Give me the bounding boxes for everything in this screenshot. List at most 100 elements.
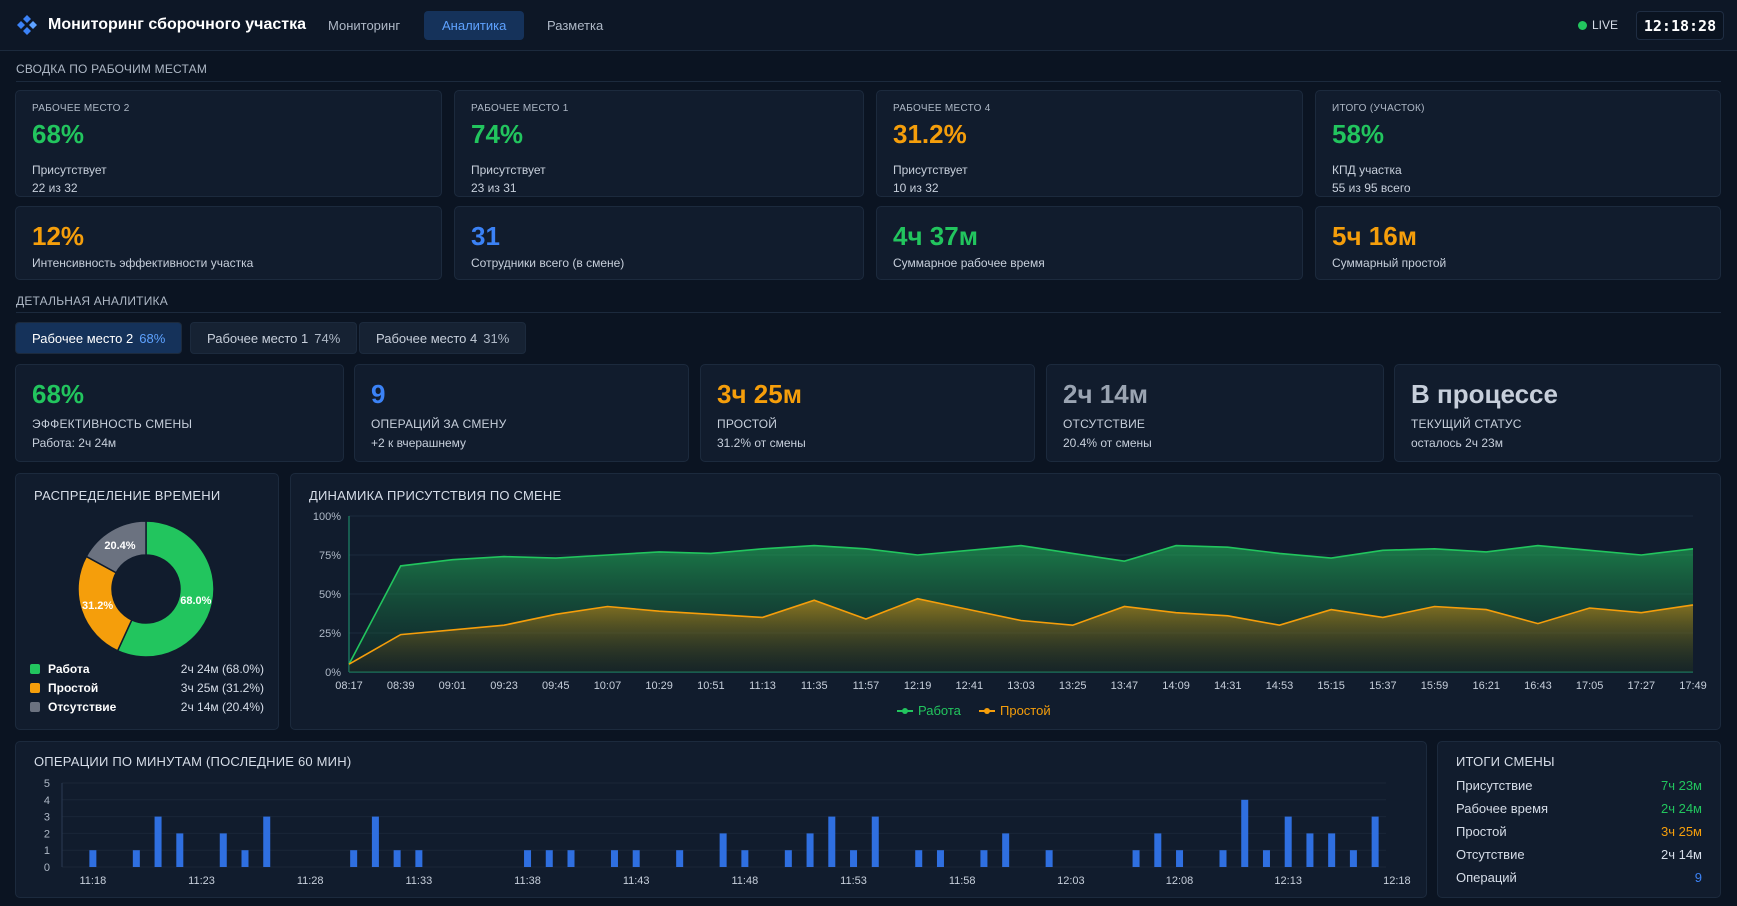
x-tick-label: 16:43 — [1524, 680, 1552, 692]
time-distribution-panel: РАСПРЕДЕЛЕНИЕ ВРЕМЕНИ 68.0% 31.2% 20.4% Ра… — [15, 473, 279, 730]
x-tick-label: 11:38 — [514, 875, 541, 887]
detail-section-title: ДЕТАЛЬНАЯ АНАЛИТИКА — [16, 294, 168, 308]
total-section-card[interactable]: ИТОГО (УЧАСТОК) 58% КПД участка 55 из 95… — [1315, 90, 1721, 197]
bar — [1262, 850, 1270, 867]
donut-hole — [112, 555, 180, 623]
card-line1: Присутствует — [893, 163, 968, 177]
operations-bar-chart: 0 1 2 3 4 5 11:18 11:23 11:28 11:33 11:38 11:43 11:… — [44, 778, 1411, 887]
divider — [16, 312, 1721, 313]
kpi-caption: ОПЕРАЦИЙ ЗА СМЕНУ — [371, 417, 507, 431]
app-logo-icon — [17, 15, 37, 35]
card-line1: Присутствует — [32, 163, 107, 177]
summary-value: 2ч 24м — [1660, 801, 1702, 816]
x-tick-label: 11:35 — [801, 680, 828, 692]
workplace-card-2[interactable]: РАБОЧЕЕ МЕСТО 2 68% Присутствует 22 из 3… — [15, 90, 442, 197]
metric-label: Суммарный простой — [1332, 256, 1447, 270]
summary-value: 7ч 23м — [1660, 778, 1702, 793]
bar — [676, 850, 684, 867]
x-tick-label: 11:28 — [297, 875, 324, 887]
summary-label: Присутствие — [1456, 778, 1533, 793]
x-tick-label: 11:33 — [406, 875, 433, 887]
x-tick-label: 08:39 — [387, 680, 415, 692]
kpi-sub: +2 к вчерашнему — [371, 436, 467, 450]
bar — [1349, 850, 1357, 867]
legend-value: 2ч 24м (68.0%) — [180, 662, 264, 676]
area-legend: Работа Простой — [897, 703, 1051, 718]
bar — [241, 850, 249, 867]
y-tick-label: 1 — [44, 845, 50, 857]
bar — [719, 833, 727, 867]
x-tick-label: 13:03 — [1007, 680, 1035, 692]
kpi-sub: осталось 2ч 23м — [1411, 436, 1503, 450]
tab-workplace-2[interactable]: Рабочее место 2 68% — [15, 322, 183, 354]
operations-per-minute-panel: ОПЕРАЦИИ ПО МИНУТАМ (ПОСЛЕДНИЕ 60 МИН) 0… — [15, 741, 1427, 898]
donut-chart: 68.0% 31.2% 20.4% — [77, 520, 215, 658]
bar — [371, 816, 379, 867]
bar — [567, 850, 575, 867]
bar — [1132, 850, 1140, 867]
x-tick-label: 12:19 — [904, 680, 932, 692]
tab-workplace-4[interactable]: Рабочее место 4 31% — [359, 322, 527, 354]
x-tick-label: 11:48 — [732, 875, 759, 887]
bar — [1241, 799, 1249, 867]
nav-tab-markup[interactable]: Разметка — [547, 18, 604, 33]
legend-swatch — [30, 664, 40, 674]
kpi-sub: Работа: 2ч 24м — [32, 436, 117, 450]
y-tick-label: 5 — [44, 778, 50, 790]
divider — [16, 81, 1721, 82]
kpi-value: 2ч 14м — [1063, 379, 1148, 409]
kpi-efficiency: 68% ЭФФЕКТИВНОСТЬ СМЕНЫ Работа: 2ч 24м — [15, 364, 344, 462]
kpi-value: В процессе — [1411, 379, 1558, 409]
card-caption: РАБОЧЕЕ МЕСТО 4 — [893, 103, 991, 114]
x-tick-label: 17:27 — [1628, 680, 1656, 692]
bar — [980, 850, 988, 867]
bar — [1328, 833, 1336, 867]
kpi-value: 68% — [32, 379, 85, 409]
metric-card-employees: 31 Сотрудники всего (в смене) — [454, 206, 864, 280]
tab-pct: 31% — [483, 331, 510, 346]
series-line-1 — [348, 597, 1694, 665]
x-tick-label: 11:43 — [623, 875, 650, 887]
donut-slice-label: 31.2% — [82, 600, 113, 612]
legend-label: Работа — [48, 662, 90, 676]
bar — [828, 816, 836, 867]
metric-value: 5ч 16м — [1332, 221, 1417, 251]
kpi-idle: 3ч 25м ПРОСТОЙ 31.2% от смены — [700, 364, 1035, 462]
legend-value: 3ч 25м (31.2%) — [180, 681, 264, 695]
kpi-caption: ТЕКУЩИЙ СТАТУС — [1411, 417, 1522, 431]
workplace-card-4[interactable]: РАБОЧЕЕ МЕСТО 4 31.2% Присутствует 10 из… — [876, 90, 1303, 197]
live-indicator: LIVE — [1578, 18, 1618, 32]
card-value: 74% — [471, 119, 524, 149]
legend-item-absence: Отсутствие — [30, 700, 116, 714]
bar — [915, 850, 923, 867]
tab-label: Рабочее место 4 — [376, 331, 478, 346]
bar — [1045, 850, 1053, 867]
x-tick-label: 10:29 — [645, 680, 673, 692]
y-tick-label: 3 — [44, 812, 50, 824]
app-title: Мониторинг сборочного участка — [48, 16, 306, 33]
x-tick-label: 15:37 — [1369, 680, 1397, 692]
panel-title: ДИНАМИКА ПРИСУТСТВИЯ ПО СМЕНЕ — [309, 488, 562, 503]
summary-value: 2ч 14м — [1660, 847, 1702, 862]
metric-value: 31 — [471, 221, 500, 251]
top-bar: Мониторинг сборочного участка Мониторинг… — [0, 0, 1737, 51]
donut-slice-label: 68.0% — [180, 595, 211, 607]
kpi-sub: 31.2% от смены — [717, 436, 806, 450]
x-tick-label: 13:47 — [1111, 680, 1139, 692]
summary-row-idle: Простой 3ч 25м — [1456, 824, 1702, 844]
x-tick-label: 12:13 — [1274, 875, 1302, 887]
nav-tab-analytics[interactable]: Аналитика — [424, 11, 525, 40]
legend-label: Простой — [1000, 703, 1051, 718]
tab-workplace-1[interactable]: Рабочее место 1 74% — [190, 322, 358, 354]
series-line-0 — [348, 544, 1694, 665]
nav-tab-monitoring[interactable]: Мониторинг — [328, 18, 401, 33]
metric-value: 12% — [32, 221, 85, 251]
workplace-card-1[interactable]: РАБОЧЕЕ МЕСТО 1 74% Присутствует 23 из 3… — [454, 90, 864, 197]
bar — [219, 833, 227, 867]
card-line2: 10 из 32 — [893, 181, 939, 195]
legend-swatch — [30, 702, 40, 712]
legend-marker — [984, 708, 990, 714]
x-tick-label: 15:59 — [1421, 680, 1449, 692]
card-value: 58% — [1332, 119, 1385, 149]
bar — [741, 850, 749, 867]
